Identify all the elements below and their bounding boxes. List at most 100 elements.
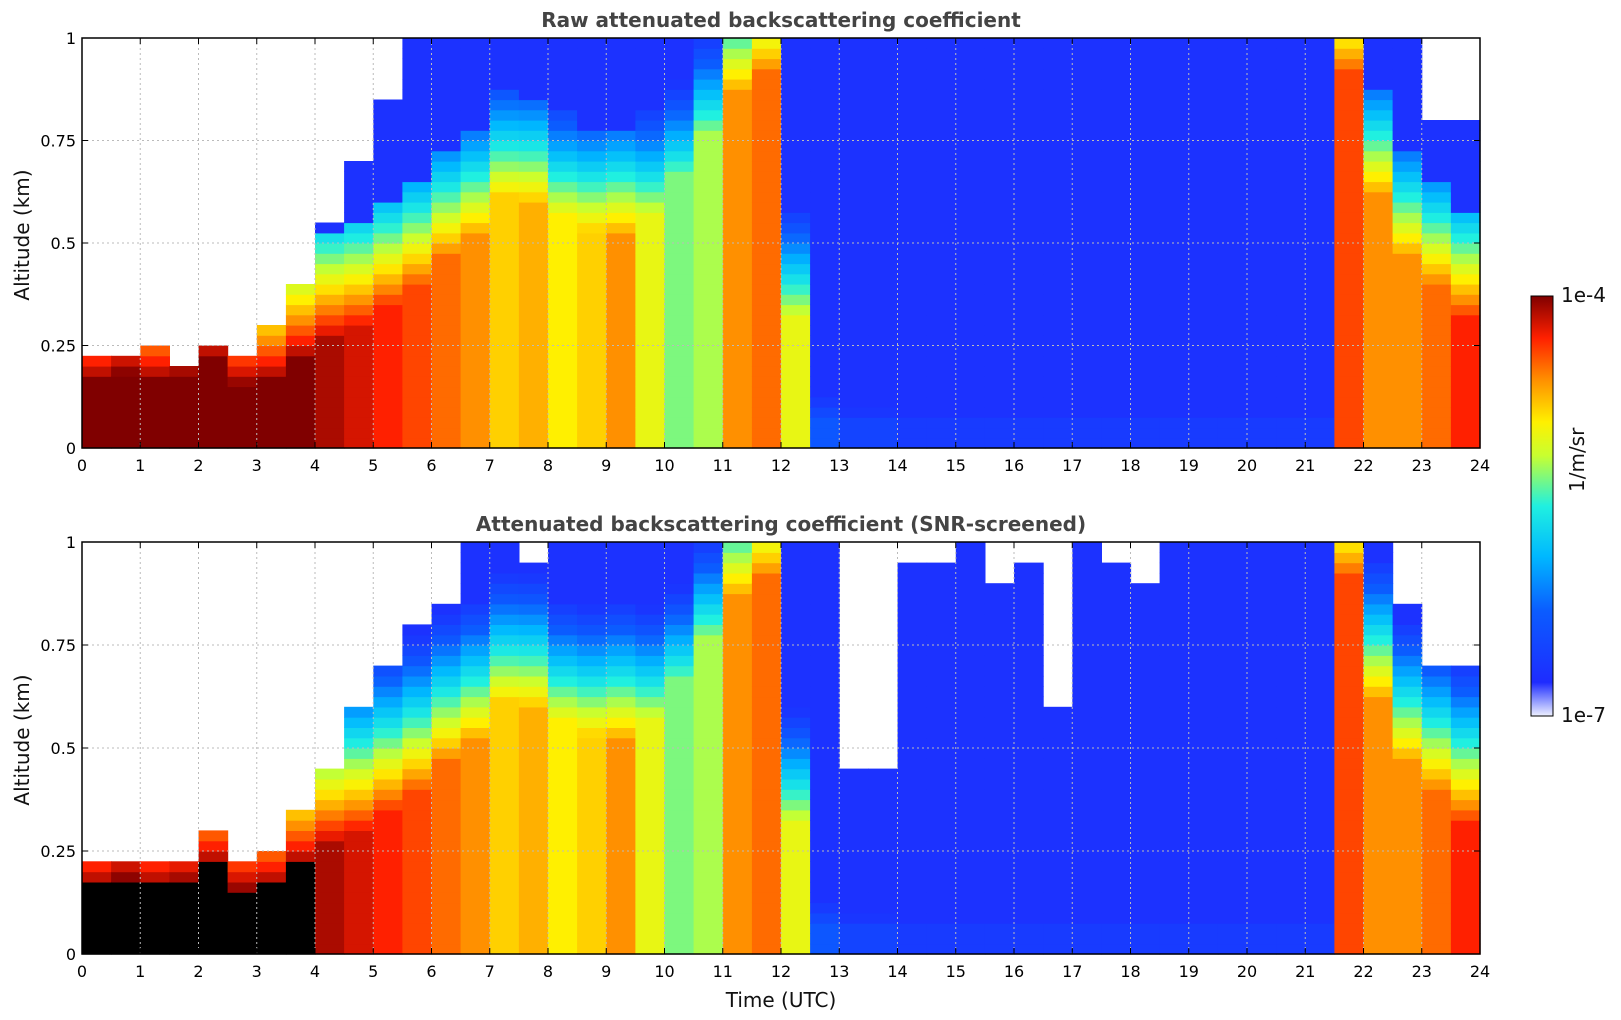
heatmap-cell — [693, 202, 724, 213]
heatmap-cell — [1305, 243, 1335, 254]
x-tick-label: 6 — [426, 456, 436, 475]
heatmap-cell — [781, 150, 811, 162]
heatmap-cell — [868, 366, 899, 377]
x-tick-label: 15 — [946, 456, 966, 475]
heatmap-cell — [1276, 758, 1306, 770]
heatmap-cell — [460, 355, 491, 367]
heatmap-cell — [606, 109, 636, 121]
heatmap-cell — [577, 212, 607, 224]
heatmap-cell — [781, 396, 811, 408]
heatmap-cell — [315, 809, 345, 821]
heatmap-cell — [926, 99, 957, 111]
heatmap-cell — [344, 294, 374, 306]
heatmap-cell — [1276, 376, 1306, 388]
heatmap-cell — [664, 696, 695, 708]
heatmap-cell — [460, 799, 491, 811]
heatmap-cell — [1014, 717, 1044, 728]
heatmap-cell — [1101, 109, 1132, 121]
heatmap-cell — [402, 645, 433, 656]
heatmap-cell — [897, 314, 928, 326]
heatmap-cell — [1217, 161, 1248, 172]
heatmap-cell — [955, 212, 986, 224]
heatmap-cell — [1130, 820, 1161, 831]
heatmap-cell — [1014, 407, 1044, 418]
heatmap-cell — [1305, 809, 1335, 821]
heatmap-cell — [1043, 923, 1073, 934]
heatmap-cell — [693, 109, 724, 121]
heatmap-cell — [518, 933, 549, 945]
heatmap-cell — [897, 912, 928, 924]
heatmap-cell — [1334, 881, 1365, 893]
heatmap-cell — [285, 314, 316, 326]
heatmap-cell — [955, 181, 986, 193]
heatmap-cell — [606, 737, 636, 749]
heatmap-cell — [1014, 614, 1044, 625]
heatmap-cell — [955, 706, 986, 718]
heatmap-cell — [693, 655, 724, 667]
heatmap-cell — [693, 614, 724, 625]
heatmap-cell — [810, 614, 840, 625]
heatmap-cell — [839, 79, 869, 90]
heatmap-cell — [1043, 768, 1073, 780]
heatmap-cell — [781, 706, 811, 718]
heatmap-cell — [518, 675, 549, 687]
heatmap-cell — [198, 923, 229, 934]
heatmap-cell — [897, 572, 928, 584]
heatmap-cell — [839, 778, 869, 790]
heatmap-cell — [897, 665, 928, 677]
heatmap-cell — [402, 232, 433, 244]
heatmap-cell — [577, 120, 607, 131]
heatmap-cell — [1130, 202, 1161, 213]
heatmap-cell — [431, 253, 462, 265]
heatmap-cell — [1421, 232, 1452, 244]
heatmap-cell — [1247, 562, 1277, 574]
heatmap-cell — [926, 645, 957, 656]
heatmap-cell — [1421, 314, 1452, 326]
heatmap-cell — [635, 933, 666, 945]
heatmap-cell — [751, 768, 782, 780]
heatmap-cell — [722, 686, 753, 698]
heatmap-cell — [1450, 840, 1481, 852]
heatmap-cell — [1421, 294, 1452, 306]
heatmap-cell — [548, 355, 578, 367]
heatmap-cell — [1072, 89, 1102, 101]
heatmap-cell — [1130, 386, 1161, 398]
heatmap-cell — [518, 830, 549, 842]
heatmap-cell — [1014, 212, 1044, 224]
heatmap-cell — [548, 284, 578, 295]
heatmap-cell — [1334, 68, 1365, 80]
heatmap-cell — [1072, 686, 1102, 698]
heatmap-cell — [693, 284, 724, 295]
heatmap-cell — [1014, 562, 1044, 574]
heatmap-cell — [1363, 263, 1394, 275]
heatmap-cell — [1072, 407, 1102, 418]
heatmap-cell — [839, 345, 869, 357]
heatmap-cell — [664, 789, 695, 801]
heatmap-cell — [635, 686, 666, 698]
heatmap-cell — [635, 417, 666, 429]
heatmap-cell — [402, 284, 433, 295]
heatmap-cell — [1130, 171, 1161, 183]
heatmap-cell — [693, 675, 724, 687]
heatmap-cell — [82, 417, 112, 429]
heatmap-cell — [1217, 253, 1248, 265]
heatmap-cell — [868, 933, 899, 945]
heatmap-cell — [489, 830, 520, 842]
heatmap-cell — [1305, 427, 1335, 439]
heatmap-cell — [1363, 325, 1394, 336]
x-tick-label: 0 — [77, 962, 87, 981]
heatmap-cell — [1072, 634, 1102, 646]
heatmap-cell — [518, 345, 549, 357]
heatmap-cell — [693, 830, 724, 842]
heatmap-cell — [635, 696, 666, 708]
heatmap-cell — [460, 727, 491, 739]
heatmap-cell — [1392, 222, 1423, 234]
heatmap-cell — [1450, 355, 1481, 367]
heatmap-cell — [548, 140, 578, 152]
heatmap-cell — [722, 799, 753, 811]
heatmap-cell — [1188, 799, 1219, 811]
heatmap-cell — [781, 717, 811, 728]
heatmap-cell — [606, 840, 636, 852]
heatmap-cell — [926, 232, 957, 244]
heatmap-cell — [518, 366, 549, 377]
